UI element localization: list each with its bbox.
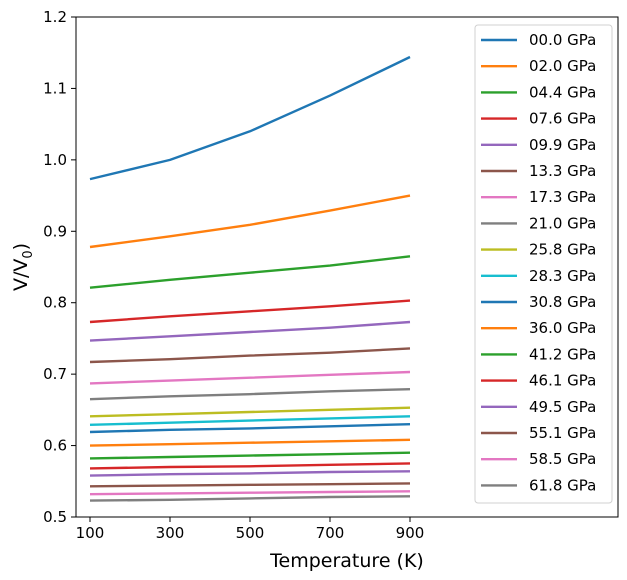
legend-entry: 09.9 GPa bbox=[529, 136, 596, 154]
legend-entry: 07.6 GPa bbox=[529, 110, 596, 128]
y-tick-label: 0.8 bbox=[43, 294, 67, 312]
plot-lines bbox=[89, 55, 411, 502]
legend-entry: 36.0 GPa bbox=[529, 319, 596, 337]
series-line-3 bbox=[89, 299, 411, 324]
y-tick-label: 1.1 bbox=[43, 79, 67, 97]
legend-entry: 02.0 GPa bbox=[529, 57, 596, 75]
plot-frame bbox=[75, 16, 619, 518]
series-line-9 bbox=[89, 415, 411, 427]
y-axis-label: V/V0) bbox=[10, 243, 36, 291]
series-line-5 bbox=[89, 347, 411, 364]
series-line-4 bbox=[89, 320, 411, 342]
y-tick-label: 1.0 bbox=[43, 151, 67, 169]
legend-entry: 21.0 GPa bbox=[529, 214, 596, 232]
legend-entry: 25.8 GPa bbox=[529, 241, 596, 259]
series-line-17 bbox=[89, 495, 411, 502]
x-axis: 100 300 500 700 900 bbox=[76, 517, 425, 542]
x-tick-label: 100 bbox=[76, 524, 105, 542]
y-tick-label: 0.7 bbox=[43, 365, 67, 383]
legend-entry: 30.8 GPa bbox=[529, 293, 596, 311]
legend-entry: 13.3 GPa bbox=[529, 162, 596, 180]
legend-entry: 28.3 GPa bbox=[529, 267, 596, 285]
y-tick-label: 0.9 bbox=[43, 222, 67, 240]
series-line-12 bbox=[89, 451, 411, 460]
series-line-0 bbox=[89, 55, 411, 181]
series-line-1 bbox=[89, 194, 411, 249]
series-line-16 bbox=[89, 490, 411, 496]
legend-entry: 00.0 GPa bbox=[529, 31, 596, 49]
series-line-11 bbox=[89, 438, 411, 447]
series-line-10 bbox=[89, 422, 411, 434]
y-axis-label-main: V/V bbox=[10, 259, 32, 291]
series-line-7 bbox=[89, 387, 411, 401]
legend-entry: 41.2 GPa bbox=[529, 345, 596, 363]
series-line-13 bbox=[89, 462, 411, 470]
y-axis-label-subscript: 0 bbox=[21, 250, 36, 258]
x-tick-label: 700 bbox=[316, 524, 345, 542]
series-line-15 bbox=[89, 482, 411, 488]
y-tick-label: 0.6 bbox=[43, 437, 67, 455]
legend: 00.0 GPa 02.0 GPa 04.4 GPa 07.6 GPa 09.9 GPa… bbox=[474, 24, 613, 504]
y-axis: 0.5 0.6 0.7 0.8 0.9 1.0 1.1 1.2 bbox=[43, 8, 76, 526]
legend-entry: 46.1 GPa bbox=[529, 372, 596, 390]
legend-entry: 49.5 GPa bbox=[529, 398, 596, 416]
legend-entry: 04.4 GPa bbox=[529, 83, 596, 101]
legend-entry: 55.1 GPa bbox=[529, 424, 596, 442]
series-line-2 bbox=[89, 255, 411, 289]
series-line-8 bbox=[89, 406, 411, 418]
series-line-6 bbox=[89, 370, 411, 385]
y-tick-label: 0.5 bbox=[43, 508, 67, 526]
legend-entry: 58.5 GPa bbox=[529, 450, 596, 468]
x-tick-label: 300 bbox=[156, 524, 185, 542]
legend-entry: 17.3 GPa bbox=[529, 188, 596, 206]
y-tick-label: 1.2 bbox=[43, 8, 67, 26]
x-tick-label: 900 bbox=[396, 524, 425, 542]
series-line-14 bbox=[89, 470, 411, 477]
x-axis-label: Temperature (K) bbox=[269, 550, 424, 572]
legend-entry: 61.8 GPa bbox=[529, 476, 596, 494]
x-tick-label: 500 bbox=[236, 524, 265, 542]
